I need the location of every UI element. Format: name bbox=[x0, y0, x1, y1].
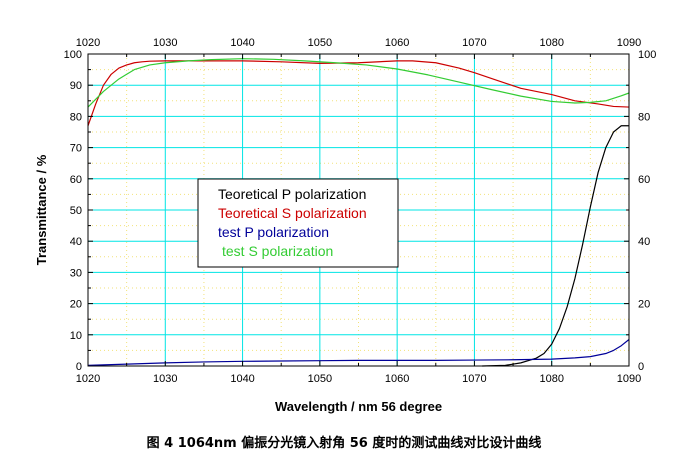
top-x-tick-label: 1060 bbox=[385, 37, 409, 49]
y2-tick-label: 20 bbox=[638, 299, 650, 311]
y2-tick-label: 100 bbox=[638, 49, 656, 61]
legend-entry-test-p: test P polarization bbox=[218, 224, 329, 240]
y2-tick-label: 60 bbox=[638, 174, 650, 186]
figure-caption: 图 4 1064nm 偏振分光镜入射角 56 度时的测试曲线对比设计曲线 bbox=[146, 436, 542, 451]
y-tick-label: 100 bbox=[64, 49, 82, 61]
legend-box bbox=[197, 178, 399, 268]
top-x-tick-label: 1090 bbox=[617, 37, 641, 49]
y-tick-label: 0 bbox=[76, 361, 82, 373]
y-tick-label: 80 bbox=[70, 111, 82, 123]
x-tick-label: 1040 bbox=[230, 373, 254, 385]
axes-layer: 1020102010301030104010401050105010601060… bbox=[64, 37, 657, 385]
series-line-test-p-polarization bbox=[87, 339, 630, 366]
series-line-teoretical-p-polarization bbox=[482, 125, 629, 367]
transmittance-chart: 1020102010301030104010401050105010601060… bbox=[34, 37, 657, 414]
x-tick-label: 1030 bbox=[153, 373, 177, 385]
legend-entry-teoretical-s: Teoretical S polarization bbox=[218, 205, 367, 221]
series-line-test-s-polarization bbox=[87, 58, 630, 108]
top-x-tick-label: 1030 bbox=[153, 37, 177, 49]
y-tick-label: 40 bbox=[70, 236, 82, 248]
y2-tick-label: 40 bbox=[638, 236, 650, 248]
y-tick-label: 60 bbox=[70, 174, 82, 186]
series-layer bbox=[87, 58, 630, 367]
y-tick-label: 70 bbox=[70, 143, 82, 155]
y-tick-label: 50 bbox=[70, 205, 82, 217]
x-tick-label: 1050 bbox=[308, 373, 332, 385]
legend-entry-test-s: test S polarization bbox=[222, 243, 333, 259]
top-x-tick-label: 1070 bbox=[462, 37, 486, 49]
top-x-tick-label: 1020 bbox=[76, 37, 100, 49]
top-x-tick-label: 1040 bbox=[230, 37, 254, 49]
y-tick-label: 20 bbox=[70, 299, 82, 311]
series-line-teoretical-s-polarization bbox=[87, 60, 630, 126]
y-tick-label: 90 bbox=[70, 80, 82, 92]
x-tick-label: 1080 bbox=[539, 373, 563, 385]
top-x-tick-label: 1080 bbox=[539, 37, 563, 49]
x-tick-label: 1090 bbox=[617, 373, 641, 385]
x-tick-label: 1020 bbox=[76, 373, 100, 385]
x-tick-label: 1070 bbox=[462, 373, 486, 385]
top-x-tick-label: 1050 bbox=[308, 37, 332, 49]
legend: Teoretical P polarization Teoretical S p… bbox=[197, 178, 399, 268]
y-axis-label: Transmittance / % bbox=[34, 154, 49, 265]
y-tick-label: 30 bbox=[70, 267, 82, 279]
legend-entry-teoretical-p: Teoretical P polarization bbox=[218, 186, 366, 202]
y2-tick-label: 80 bbox=[638, 111, 650, 123]
x-tick-label: 1060 bbox=[385, 373, 409, 385]
y2-tick-label: 0 bbox=[638, 361, 644, 373]
y-tick-label: 10 bbox=[70, 330, 82, 342]
x-axis-label: Wavelength / nm 56 degree bbox=[275, 399, 442, 414]
